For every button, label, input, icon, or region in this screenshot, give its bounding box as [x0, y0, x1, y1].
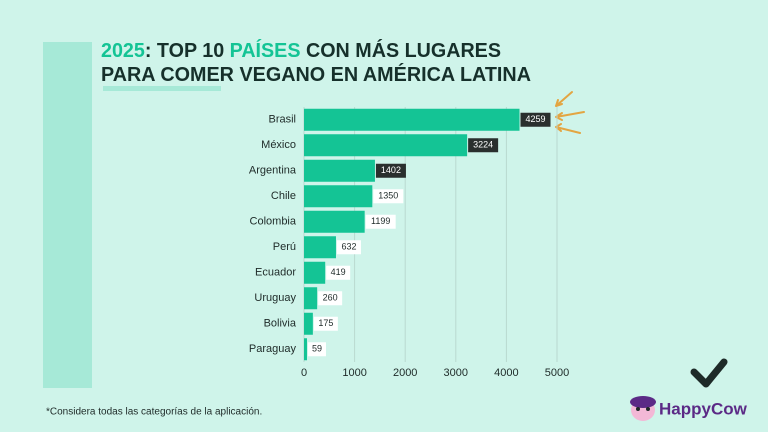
x-tick-label: 1000: [342, 367, 366, 379]
cow-eye: [636, 407, 640, 411]
bar: [304, 261, 326, 284]
brand: HappyCow: [659, 399, 748, 418]
value-label: 4259: [525, 114, 545, 124]
y-tick-label: Uruguay: [254, 292, 296, 304]
value-label: 3224: [473, 140, 493, 150]
arrow: [555, 91, 573, 107]
cow-logo: [630, 396, 656, 421]
value-label-box: [336, 240, 361, 255]
x-tick-label: 4000: [494, 367, 518, 379]
cow-hair: [630, 396, 656, 408]
bar: [304, 159, 375, 182]
y-tick-label: Brasil: [268, 114, 296, 126]
x-tick-label: 0: [301, 367, 307, 379]
value-label-box: [520, 112, 551, 127]
bar: [304, 185, 373, 208]
value-label: 175: [318, 318, 333, 328]
check-icon: [690, 358, 728, 388]
y-tick-label: Ecuador: [255, 267, 296, 279]
bar: [304, 134, 468, 157]
title-segment: CON MÁS LUGARES: [301, 39, 501, 62]
value-label-box: [373, 189, 404, 204]
value-label-box: [318, 291, 343, 306]
y-tick-label: Perú: [273, 241, 296, 253]
bar: [304, 236, 336, 259]
y-tick-label: Paraguay: [249, 343, 297, 355]
value-label-box: [313, 316, 338, 331]
title-segment: PAÍSES: [230, 39, 301, 62]
title-segment: : TOP 10: [145, 40, 230, 62]
value-label: 260: [323, 293, 338, 303]
y-tick-label: Chile: [271, 190, 296, 202]
y-tick-label: Bolivia: [264, 318, 297, 330]
value-label-box: [326, 265, 351, 280]
value-label: 59: [312, 344, 322, 354]
value-label: 632: [341, 242, 356, 252]
y-tick-label: México: [261, 139, 296, 151]
y-tick-label: Argentina: [249, 165, 297, 177]
x-tick-label: 5000: [545, 367, 569, 379]
value-label: 1199: [371, 216, 390, 226]
bar: [304, 312, 313, 335]
value-label: 419: [331, 267, 346, 277]
x-tick-label: 2000: [393, 367, 417, 379]
bar: [304, 287, 318, 310]
side-panel: [43, 42, 92, 388]
value-label: 1350: [378, 191, 398, 201]
value-label-box: [468, 138, 499, 153]
bar: [304, 210, 365, 233]
value-label-box: [365, 214, 396, 229]
y-tick-label: Colombia: [250, 216, 297, 228]
title-underline: [103, 86, 221, 91]
value-label: 1402: [381, 165, 401, 175]
chart-title: 2025: TOP 10 PAÍSES CON MÁS LUGARES: [101, 39, 501, 62]
title-segment: 2025: [101, 40, 145, 62]
cow-eye: [646, 407, 650, 411]
bar: [304, 108, 520, 131]
footnote: *Considera todas las categorías de la ap…: [46, 407, 262, 418]
x-tick-label: 3000: [444, 367, 468, 379]
bar: [304, 338, 307, 361]
title-segment: PARA COMER VEGANO EN AMÉRICA LATINA: [101, 63, 531, 86]
value-label-box: [375, 163, 406, 178]
value-label-box: [307, 342, 326, 357]
chart-title: PARA COMER VEGANO EN AMÉRICA LATINA: [101, 63, 531, 86]
